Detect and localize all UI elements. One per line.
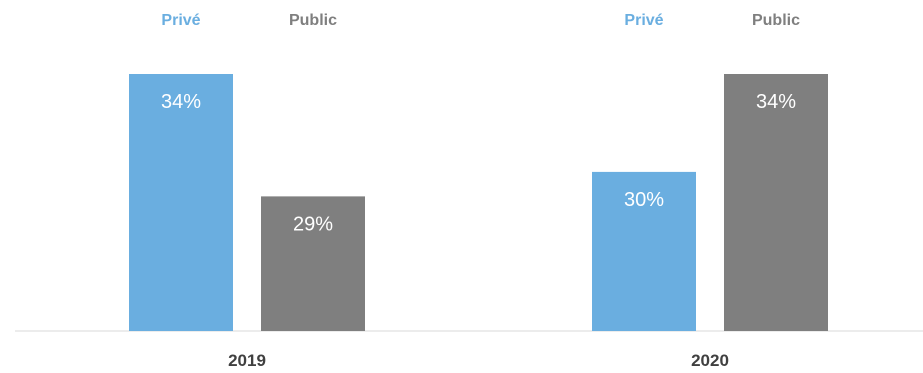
bar-priv--2019 [129, 74, 233, 331]
value-label-public-2019: 29% [293, 213, 333, 235]
value-label-public-2020: 34% [756, 91, 796, 113]
bar-public-2019 [261, 196, 365, 331]
legend-label-priv--2019: Privé [161, 12, 200, 29]
legend-label-public-2019: Public [289, 12, 337, 29]
category-label-2020: 2020 [691, 351, 729, 370]
bars-layer [129, 74, 828, 331]
bar-priv--2020 [592, 171, 696, 331]
value-label-priv--2020: 30% [624, 189, 664, 211]
legend-label-priv--2020: Privé [624, 12, 663, 29]
value-label-priv--2019: 34% [161, 91, 201, 113]
legend-label-public-2020: Public [752, 12, 800, 29]
category-label-2019: 2019 [228, 351, 266, 370]
bar-public-2020 [724, 74, 828, 331]
labels-layer: 34% Privé 29% Public 2019 30% Privé 34% Public 20… [161, 12, 800, 370]
